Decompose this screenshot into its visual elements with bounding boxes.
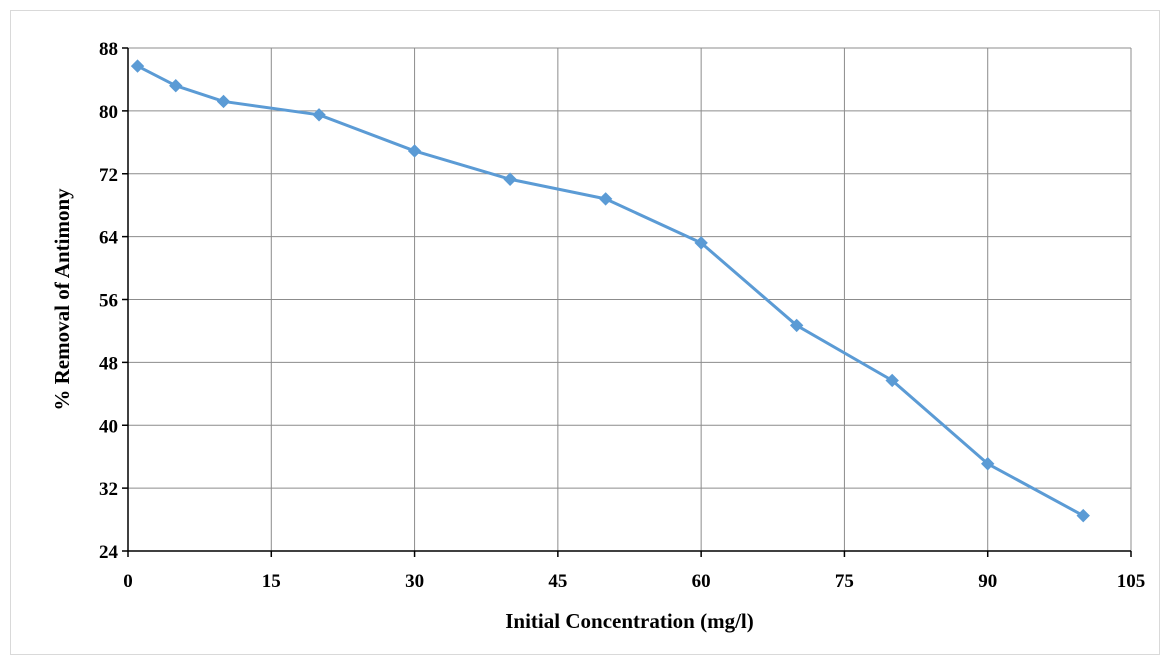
axes <box>122 47 1132 557</box>
x-tick-label: 30 <box>405 571 424 592</box>
x-axis-title: Initial Concentration (mg/l) <box>505 609 753 633</box>
x-tick-labels: 0 15 30 45 60 75 90 105 <box>123 571 1145 592</box>
x-tick-label: 75 <box>835 571 854 592</box>
x-tick-label: 0 <box>123 571 133 592</box>
series-group <box>130 59 1090 523</box>
y-tick-label: 24 <box>99 542 119 563</box>
chart-frame <box>10 10 1160 655</box>
data-point-marker <box>789 318 804 333</box>
data-point-marker <box>216 94 231 109</box>
data-point-marker <box>407 144 422 158</box>
x-tick-label: 45 <box>548 571 567 592</box>
y-tick-label: 64 <box>99 228 119 249</box>
grid <box>128 47 1132 551</box>
data-point-marker <box>694 236 708 250</box>
x-tick-label: 105 <box>1117 571 1146 592</box>
y-tick-label: 40 <box>99 416 118 437</box>
y-tick-label: 32 <box>99 479 118 500</box>
data-point-marker <box>312 108 326 122</box>
x-tick-label: 15 <box>262 571 281 592</box>
series-line <box>136 64 1084 517</box>
y-tick-label: 88 <box>99 39 118 60</box>
data-point-marker <box>981 457 995 471</box>
y-tick-labels: 24 32 40 48 56 64 72 80 88 <box>99 39 119 563</box>
x-tick-label: 60 <box>692 571 711 592</box>
data-point-marker <box>130 59 145 73</box>
y-tick-label: 80 <box>99 102 118 123</box>
y-axis-title: % Removal of Antimony <box>50 188 74 411</box>
data-point-marker <box>1076 508 1090 523</box>
y-tick-label: 72 <box>99 165 118 186</box>
x-tick-label: 90 <box>978 571 997 592</box>
data-point-marker <box>598 192 613 206</box>
y-tick-label: 48 <box>99 353 118 374</box>
data-point-marker <box>885 373 899 388</box>
data-point-marker <box>503 172 517 186</box>
data-point-marker <box>169 79 183 93</box>
y-tick-label: 56 <box>99 291 118 312</box>
